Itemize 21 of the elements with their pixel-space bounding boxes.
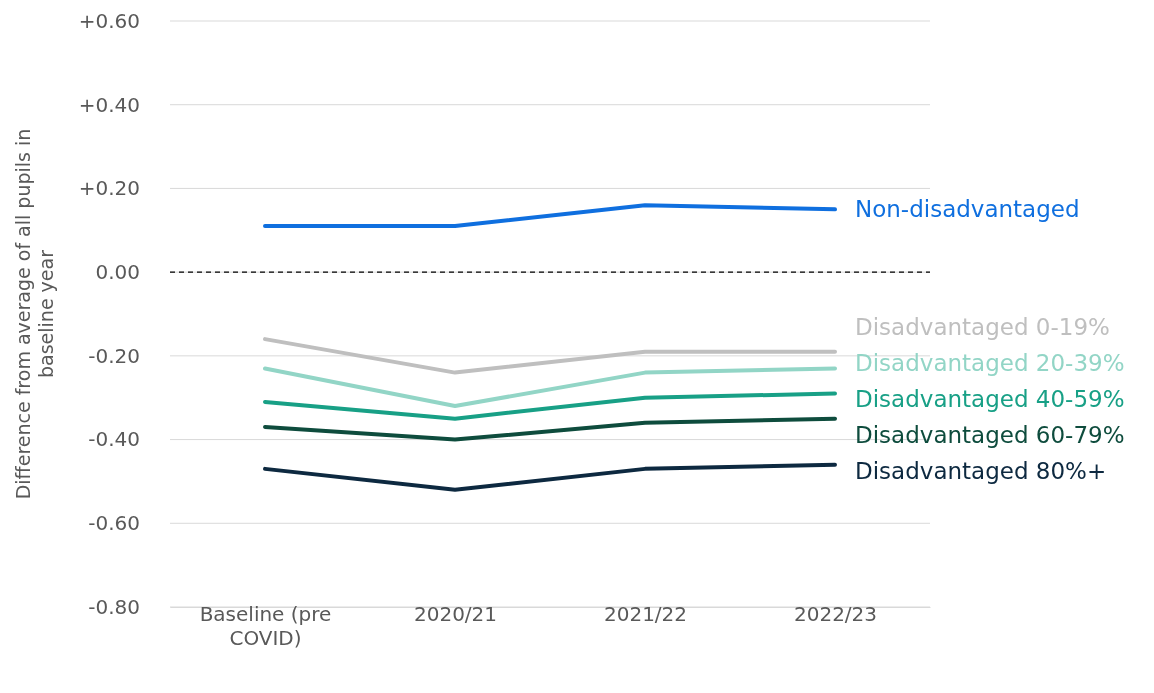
y-tick-label: -0.20 xyxy=(88,343,140,368)
series-label: Disadvantaged 20-39% xyxy=(855,350,1125,377)
line-series xyxy=(263,391,837,421)
series-label: Disadvantaged 40-59% xyxy=(855,386,1125,413)
y-tick-label: +0.20 xyxy=(78,176,140,201)
x-tick-label: 2021/22 xyxy=(603,602,688,626)
y-tick-label: 0.00 xyxy=(95,260,140,285)
series-label: Disadvantaged 80%+ xyxy=(855,458,1107,485)
y-tick-label: -0.60 xyxy=(88,511,140,536)
series-label: Disadvantaged 0-19% xyxy=(855,314,1110,341)
series-label: Non-disadvantaged xyxy=(855,196,1080,223)
x-tick-label: 2020/21 xyxy=(413,602,498,626)
y-tick-label: -0.40 xyxy=(88,427,140,452)
line-series xyxy=(263,416,837,442)
series-label: Disadvantaged 60-79% xyxy=(855,422,1125,449)
x-tick-label: Baseline (pre COVID) xyxy=(199,602,332,650)
y-tick-label: +0.60 xyxy=(78,8,140,33)
y-axis-title: Difference from average of all pupils in baseline year xyxy=(12,128,57,500)
y-tick-label: +0.40 xyxy=(78,92,140,117)
y-tick-label: -0.80 xyxy=(88,594,140,619)
x-tick-label: 2022/23 xyxy=(793,602,878,626)
